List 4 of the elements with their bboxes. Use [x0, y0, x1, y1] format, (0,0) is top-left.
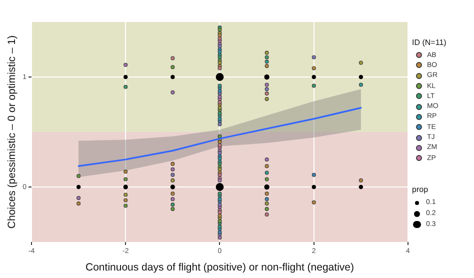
y-axis-title: Choices (pessimistic – 0 or optimistic – 1)	[6, 35, 18, 229]
legend-title: ID (N=11)	[412, 38, 446, 47]
text: prop	[412, 185, 430, 194]
x-axis-title: Continuous days of flight (positive) or non-flight (negative)	[86, 262, 354, 274]
